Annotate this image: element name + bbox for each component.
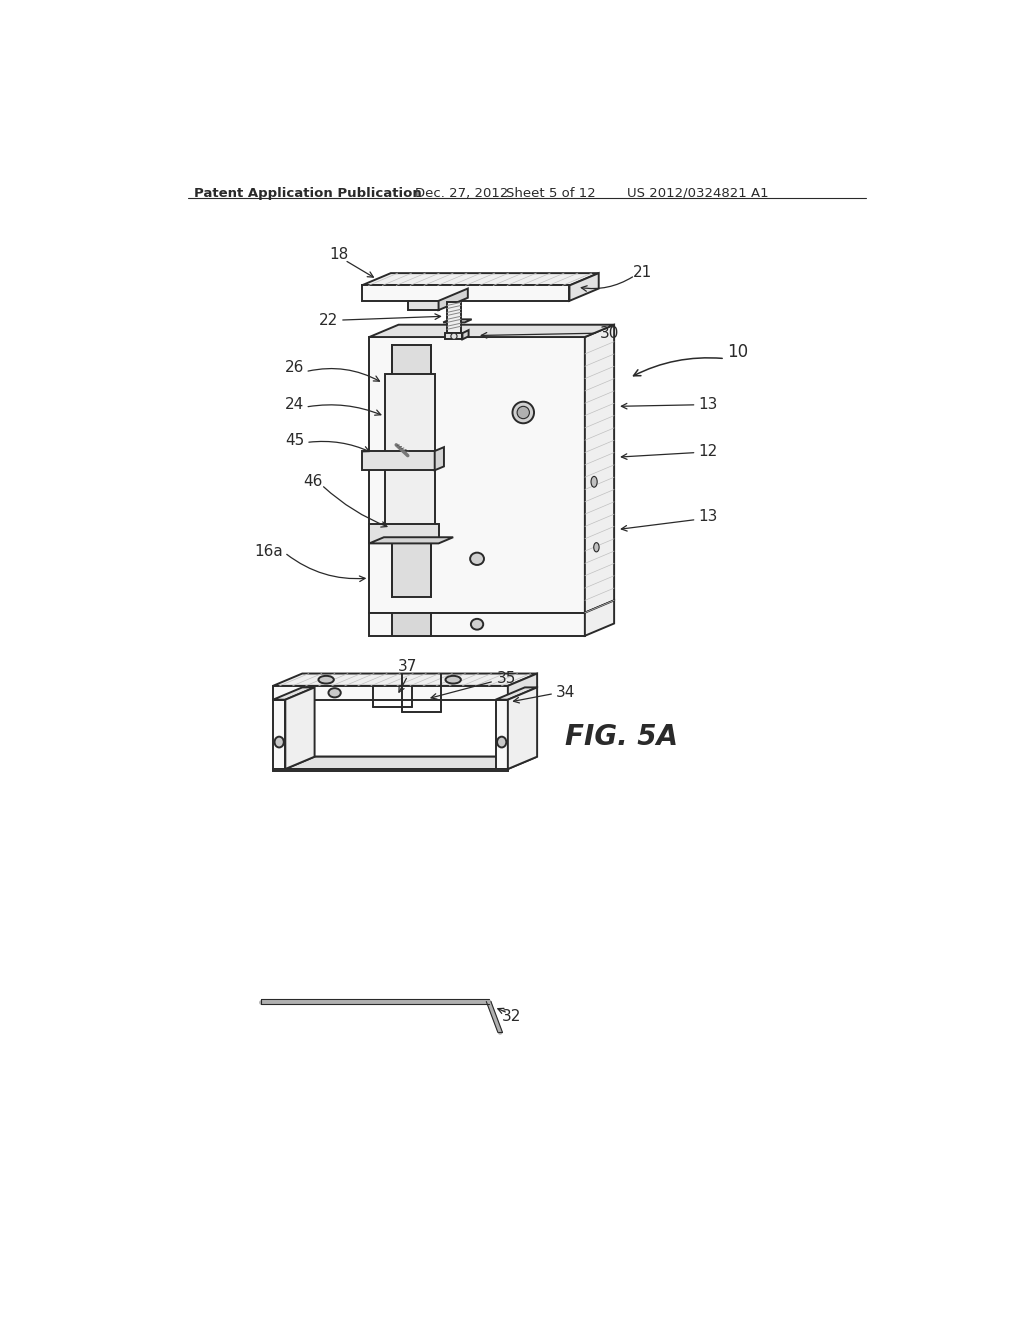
- Circle shape: [451, 333, 457, 339]
- Text: 34: 34: [556, 685, 575, 700]
- Text: 13: 13: [698, 397, 718, 412]
- Text: 13: 13: [698, 510, 718, 524]
- Text: 45: 45: [285, 433, 304, 449]
- Ellipse shape: [470, 553, 484, 565]
- Text: US 2012/0324821 A1: US 2012/0324821 A1: [628, 187, 769, 199]
- Ellipse shape: [594, 543, 599, 552]
- Polygon shape: [286, 688, 314, 770]
- Polygon shape: [438, 289, 468, 310]
- Polygon shape: [370, 612, 585, 636]
- Ellipse shape: [471, 619, 483, 630]
- Ellipse shape: [445, 676, 461, 684]
- Text: FIG. 5A: FIG. 5A: [565, 723, 678, 751]
- Polygon shape: [370, 524, 438, 544]
- Polygon shape: [585, 601, 614, 636]
- Polygon shape: [392, 612, 431, 636]
- Text: Sheet 5 of 12: Sheet 5 of 12: [506, 187, 596, 199]
- Polygon shape: [370, 537, 454, 544]
- Polygon shape: [385, 374, 435, 544]
- Text: 24: 24: [285, 397, 304, 412]
- Text: Patent Application Publication: Patent Application Publication: [194, 187, 422, 199]
- Ellipse shape: [329, 688, 341, 697]
- Text: Dec. 27, 2012: Dec. 27, 2012: [416, 187, 509, 199]
- Polygon shape: [273, 770, 508, 771]
- Text: 26: 26: [285, 360, 304, 375]
- Polygon shape: [569, 273, 599, 301]
- Polygon shape: [273, 673, 538, 686]
- Polygon shape: [585, 325, 614, 612]
- Polygon shape: [361, 285, 569, 301]
- Ellipse shape: [274, 737, 284, 747]
- Polygon shape: [273, 700, 286, 770]
- Text: 32: 32: [502, 1010, 521, 1024]
- Polygon shape: [508, 673, 538, 700]
- Text: 18: 18: [329, 247, 348, 263]
- Circle shape: [512, 401, 535, 424]
- Polygon shape: [443, 319, 472, 322]
- Ellipse shape: [591, 477, 597, 487]
- Polygon shape: [361, 273, 599, 285]
- Text: 35: 35: [497, 671, 516, 685]
- Polygon shape: [508, 688, 538, 770]
- Polygon shape: [273, 688, 314, 700]
- Polygon shape: [445, 333, 463, 339]
- Text: 37: 37: [398, 659, 418, 675]
- Text: 16a: 16a: [255, 544, 284, 558]
- Text: 46: 46: [303, 474, 323, 490]
- Circle shape: [517, 407, 529, 418]
- Ellipse shape: [318, 676, 334, 684]
- Ellipse shape: [497, 737, 506, 747]
- Polygon shape: [408, 301, 438, 310]
- Polygon shape: [435, 447, 444, 470]
- Polygon shape: [447, 302, 461, 333]
- Polygon shape: [370, 325, 614, 337]
- Polygon shape: [273, 686, 508, 700]
- Polygon shape: [463, 330, 469, 339]
- Text: 12: 12: [698, 444, 718, 458]
- Polygon shape: [361, 451, 435, 470]
- Text: 21: 21: [633, 265, 652, 280]
- Text: 30: 30: [600, 326, 620, 341]
- Text: 22: 22: [318, 313, 338, 327]
- Polygon shape: [392, 345, 431, 598]
- Polygon shape: [496, 700, 508, 770]
- Polygon shape: [273, 756, 538, 770]
- Polygon shape: [496, 688, 538, 700]
- Polygon shape: [370, 337, 585, 612]
- Polygon shape: [286, 756, 524, 770]
- Text: 10: 10: [727, 343, 748, 362]
